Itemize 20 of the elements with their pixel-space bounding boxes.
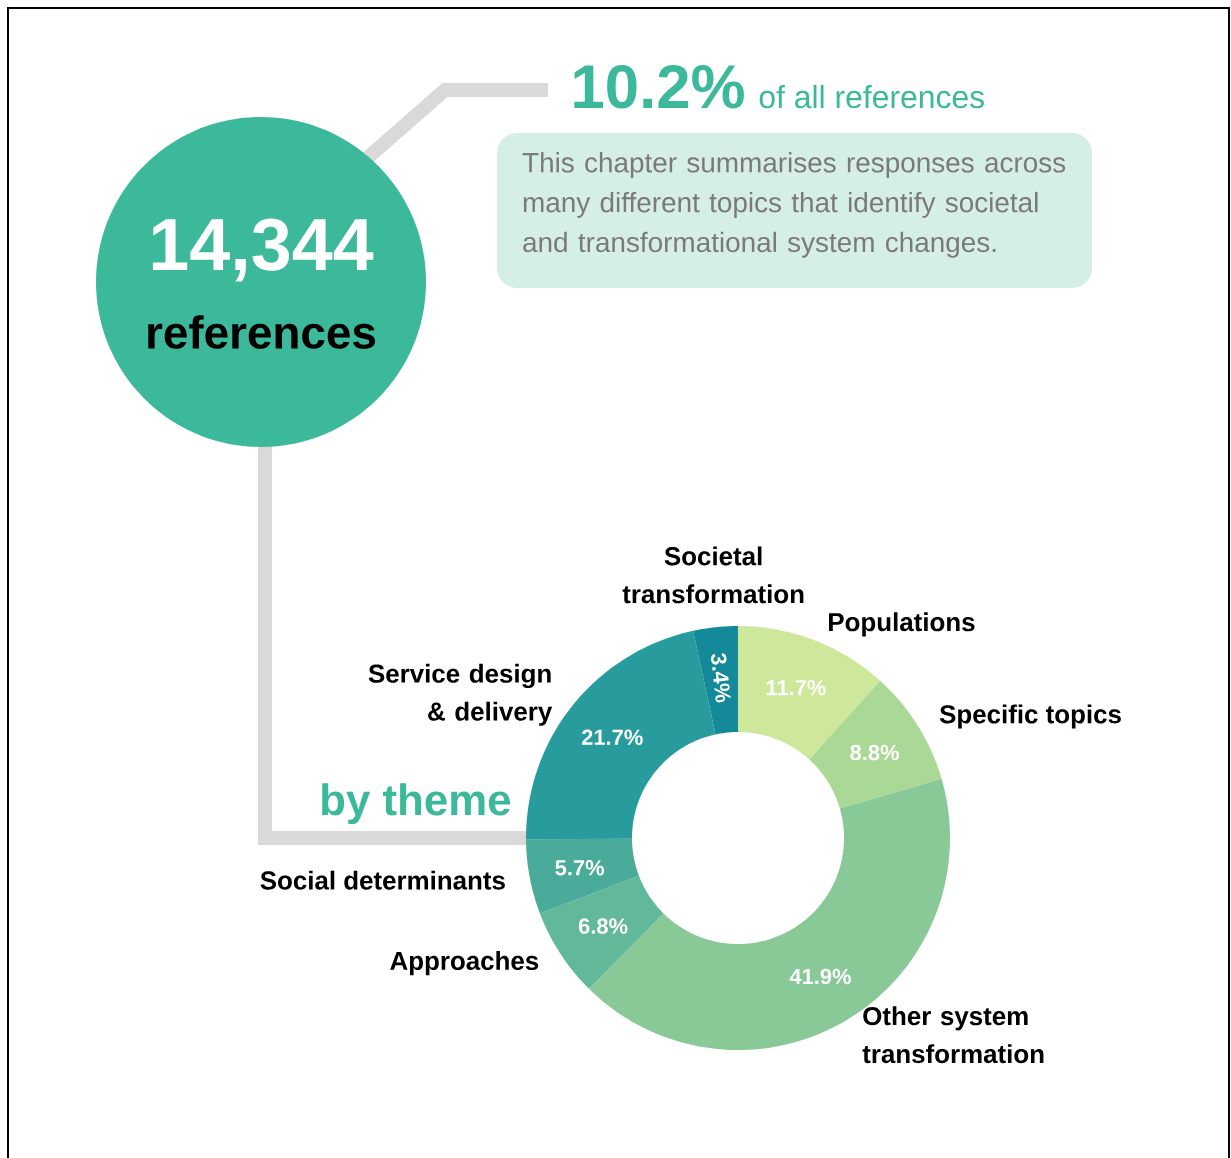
text: of all references bbox=[759, 84, 984, 109]
text: 10.2% bbox=[574, 64, 744, 109]
data-label: 11.7% bbox=[766, 679, 826, 696]
slice-label: Populations bbox=[829, 612, 975, 637]
data-label: 3.4% bbox=[711, 653, 731, 703]
data-label: 6.8% bbox=[578, 918, 628, 934]
data-label: 41.9% bbox=[789, 968, 851, 985]
text: references bbox=[148, 315, 376, 349]
data-label: 21.7% bbox=[581, 729, 643, 745]
data-label: 8.8% bbox=[850, 744, 899, 761]
text: 14,344 bbox=[152, 218, 374, 282]
data-label: 5.7% bbox=[555, 859, 605, 876]
slice-label: Service design & delivery bbox=[368, 663, 553, 726]
text: This chapter summarises responses across many different topics that identify societal and transformational system changes. bbox=[522, 152, 1066, 258]
slice-label: Other system transformation bbox=[862, 1006, 1044, 1064]
slice-label: Social determinants bbox=[260, 870, 505, 890]
slice-label: Societal transformation bbox=[622, 546, 804, 604]
slice-label: Specific topics bbox=[939, 704, 1121, 729]
text: by theme bbox=[322, 783, 511, 825]
slice-label: Approaches bbox=[390, 951, 539, 976]
